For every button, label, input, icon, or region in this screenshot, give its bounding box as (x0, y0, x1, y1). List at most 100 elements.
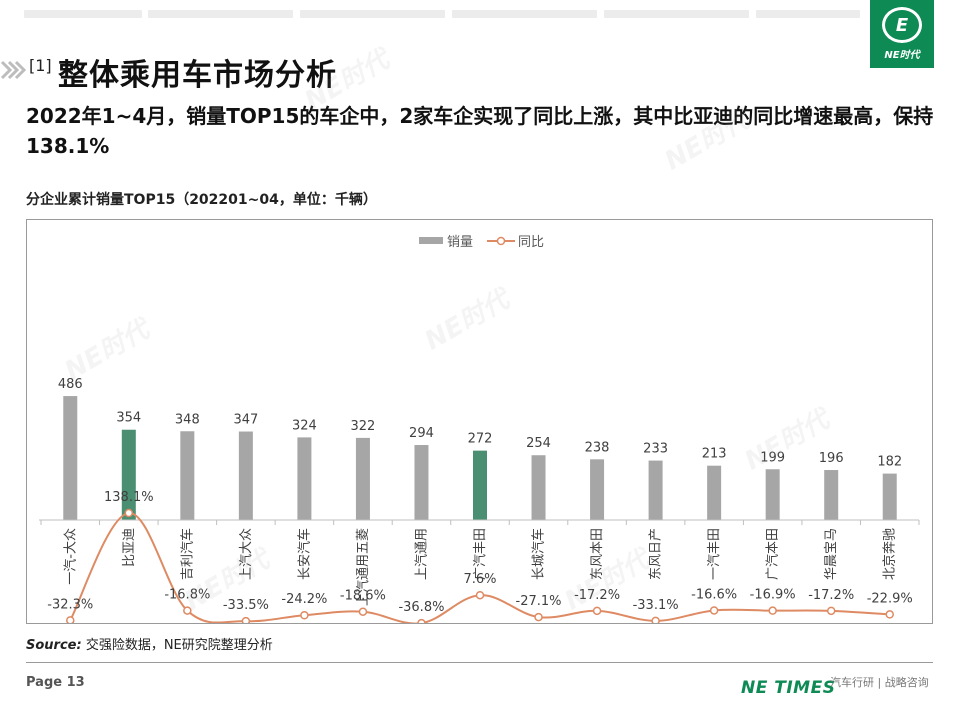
footer-brand: NE TIMES (741, 678, 836, 698)
bar-6 (355, 437, 370, 520)
bar-8 (473, 450, 487, 520)
bar-14 (824, 470, 839, 520)
top-bar (452, 10, 597, 18)
yoy-value-label: -24.2% (281, 592, 327, 607)
bar-value-label: 486 (58, 377, 83, 392)
x-tick-label: 上汽大众 (239, 528, 254, 580)
yoy-value-label: -16.8% (164, 588, 210, 603)
source-text: 交强险数据，NE研究院整理分析 (85, 638, 273, 653)
ne-logo-text: NE时代 (884, 50, 920, 61)
yoy-value-label: -17.2% (574, 588, 620, 603)
yoy-point (534, 612, 543, 622)
bar-15 (882, 473, 897, 520)
chart-caption: 分企业累计销量TOP15（202201~04，单位：千辆） (26, 192, 377, 208)
bar-value-label: 347 (233, 413, 258, 428)
yoy-value-label: -36.8% (398, 600, 444, 615)
bar-value-label: 348 (175, 412, 200, 427)
bar-value-label: 322 (351, 419, 376, 434)
x-tick-label: 比亚迪 (122, 528, 137, 567)
yoy-point (300, 610, 309, 620)
legend-bar-swatch (419, 237, 443, 244)
bar-10 (590, 459, 605, 520)
yoy-point (651, 616, 660, 626)
x-tick-label: 广汽本田 (766, 528, 781, 580)
top-bar (24, 10, 142, 18)
yoy-point (709, 606, 719, 615)
legend-line-marker (496, 236, 506, 246)
x-tick-label: 北京奔驰 (883, 528, 898, 580)
yoy-value-label: 7.6% (463, 572, 496, 587)
yoy-point (124, 508, 134, 518)
bar-4 (238, 431, 253, 520)
bar-value-label: 324 (292, 418, 317, 433)
yoy-line (69, 511, 890, 625)
top-bar (300, 10, 445, 18)
yoy-point (417, 618, 426, 628)
yoy-value-label: -33.5% (223, 598, 269, 613)
yoy-point (358, 607, 368, 616)
x-tick-label: 东风本田 (590, 528, 605, 580)
headline: 2022年1~4月，销量TOP15的车企中，2家车企实现了同比上涨，其中比亚迪的… (26, 104, 934, 158)
yoy-value-label: -22.9% (867, 591, 913, 606)
bar-1 (63, 396, 78, 520)
bar-value-label: 254 (526, 436, 551, 451)
top-bar (148, 10, 293, 18)
bar-2 (121, 429, 136, 520)
legend-line-label: 同比 (518, 235, 544, 250)
bar-value-label: 182 (877, 455, 902, 470)
bar-value-label: 196 (819, 451, 844, 466)
top-bar (756, 10, 860, 18)
source-label: Source: (26, 638, 82, 653)
x-tick-label: 上汽通用五菱 (356, 528, 371, 606)
chart-legend: 销量 同比 (419, 235, 544, 250)
yoy-value-label: 138.1% (104, 490, 154, 505)
yoy-value-label: -16.6% (691, 587, 737, 602)
chevrons-icon (0, 60, 26, 80)
yoy-point (826, 606, 836, 616)
section-ref: [1] (29, 56, 52, 75)
ne-logo-mark: E (882, 7, 922, 43)
x-tick-label: 上汽通用 (414, 528, 429, 580)
page-title: 整体乘用车市场分析 (58, 58, 337, 93)
yoy-value-label: -17.2% (808, 588, 854, 603)
x-tick-label: 华晨宝马 (824, 528, 839, 580)
yoy-point (183, 606, 192, 615)
chart-container: 销量 同比 486 354 348 347 324 322 294 272 254 238 233 2… (26, 219, 933, 628)
bar-5 (297, 437, 312, 520)
x-tick-label: 长安汽车 (296, 528, 312, 580)
yoy-point (241, 616, 251, 626)
bar-7 (414, 445, 429, 520)
combo-chart: 销量 同比 486 354 348 347 324 322 294 272 254 238 233 2… (39, 235, 920, 628)
x-tick-label: 吉利汽车 (179, 528, 195, 580)
bar-9 (531, 455, 546, 520)
bar-value-label: 272 (468, 432, 493, 447)
footer-tagline: 汽车行研 | 战略咨询 (830, 676, 929, 689)
bar-value-label: 294 (409, 426, 434, 441)
x-tick-label: 一汽-大众 (63, 528, 78, 585)
bar-11 (648, 460, 663, 520)
page-number: Page 13 (26, 675, 85, 690)
yoy-value-label: -27.1% (516, 594, 562, 609)
bar-value-label: 354 (116, 411, 141, 426)
bar-value-label: 199 (760, 450, 785, 465)
bar-3 (180, 431, 195, 520)
x-tick-label: 东风日产 (649, 528, 664, 580)
yoy-value-label: -32.3% (47, 597, 93, 612)
footer-divider (26, 662, 933, 663)
yoy-point (885, 610, 894, 619)
bar-13 (765, 469, 780, 520)
yoy-value-label: -16.9% (750, 588, 796, 603)
x-tick-label: 长城汽车 (531, 528, 547, 580)
yoy-value-label: -33.1% (633, 598, 679, 613)
top-bar (604, 10, 749, 18)
yoy-point (592, 606, 602, 616)
source-note: Source: 交强险数据，NE研究院整理分析 (26, 634, 273, 653)
ne-logo: E NE时代 (870, 0, 934, 68)
bar-value-label: 238 (585, 440, 610, 455)
yoy-point (768, 606, 777, 615)
bar-12 (707, 465, 722, 520)
x-tick-label: 一汽丰田 (707, 528, 722, 580)
yoy-value-label: -18.6% (340, 589, 386, 604)
yoy-point (475, 590, 485, 600)
legend-bar-label: 销量 (447, 235, 473, 250)
